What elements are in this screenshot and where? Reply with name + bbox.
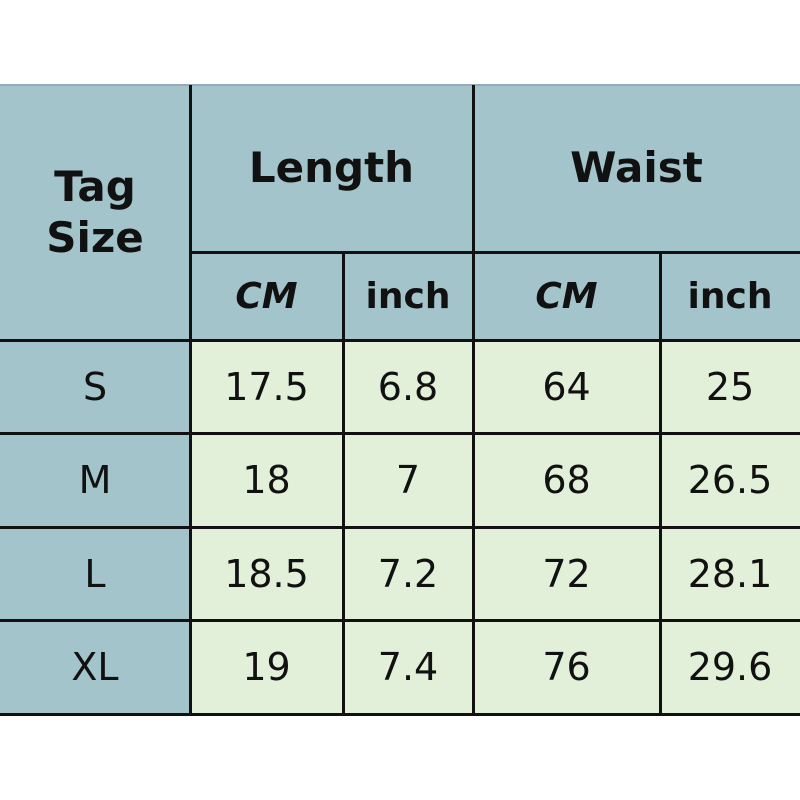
value-cell: 17.5 — [190, 340, 343, 433]
grid-line — [659, 252, 662, 715]
size-cell: XL — [0, 620, 190, 714]
waist-cm-header: CM — [473, 252, 660, 340]
value-cell: 18.5 — [190, 527, 343, 620]
value-cell: 28.1 — [660, 527, 800, 620]
grid-line — [0, 339, 800, 342]
value-cell: 7.2 — [343, 527, 473, 620]
value-cell: 25 — [660, 340, 800, 433]
grid-line — [189, 85, 192, 715]
value-cell: 64 — [473, 340, 660, 433]
grid-line — [0, 84, 800, 86]
grid-line — [190, 251, 800, 254]
waist-inch-header: inch — [660, 252, 800, 340]
value-cell: 29.6 — [660, 620, 800, 714]
value-cell: 7 — [343, 433, 473, 527]
value-cell: 7.4 — [343, 620, 473, 714]
value-cell: 18 — [190, 433, 343, 527]
value-cell: 72 — [473, 527, 660, 620]
grid-line — [0, 713, 800, 716]
size-cell: S — [0, 340, 190, 433]
length-cm-header: CM — [190, 252, 343, 340]
value-cell: 19 — [190, 620, 343, 714]
grid-line — [472, 85, 475, 715]
length-inch-header: inch — [343, 252, 473, 340]
length-header: Length — [190, 85, 473, 252]
value-cell: 6.8 — [343, 340, 473, 433]
value-cell: 68 — [473, 433, 660, 527]
size-cell: M — [0, 433, 190, 527]
grid-line — [0, 619, 800, 622]
grid-line — [0, 432, 800, 435]
waist-header: Waist — [473, 85, 800, 252]
tag-size-header: Tag Size — [0, 85, 190, 340]
size-cell: L — [0, 527, 190, 620]
value-cell: 76 — [473, 620, 660, 714]
grid-line — [0, 526, 800, 529]
tag-size-label: Tag Size — [46, 162, 144, 262]
grid-line — [342, 252, 345, 715]
value-cell: 26.5 — [660, 433, 800, 527]
